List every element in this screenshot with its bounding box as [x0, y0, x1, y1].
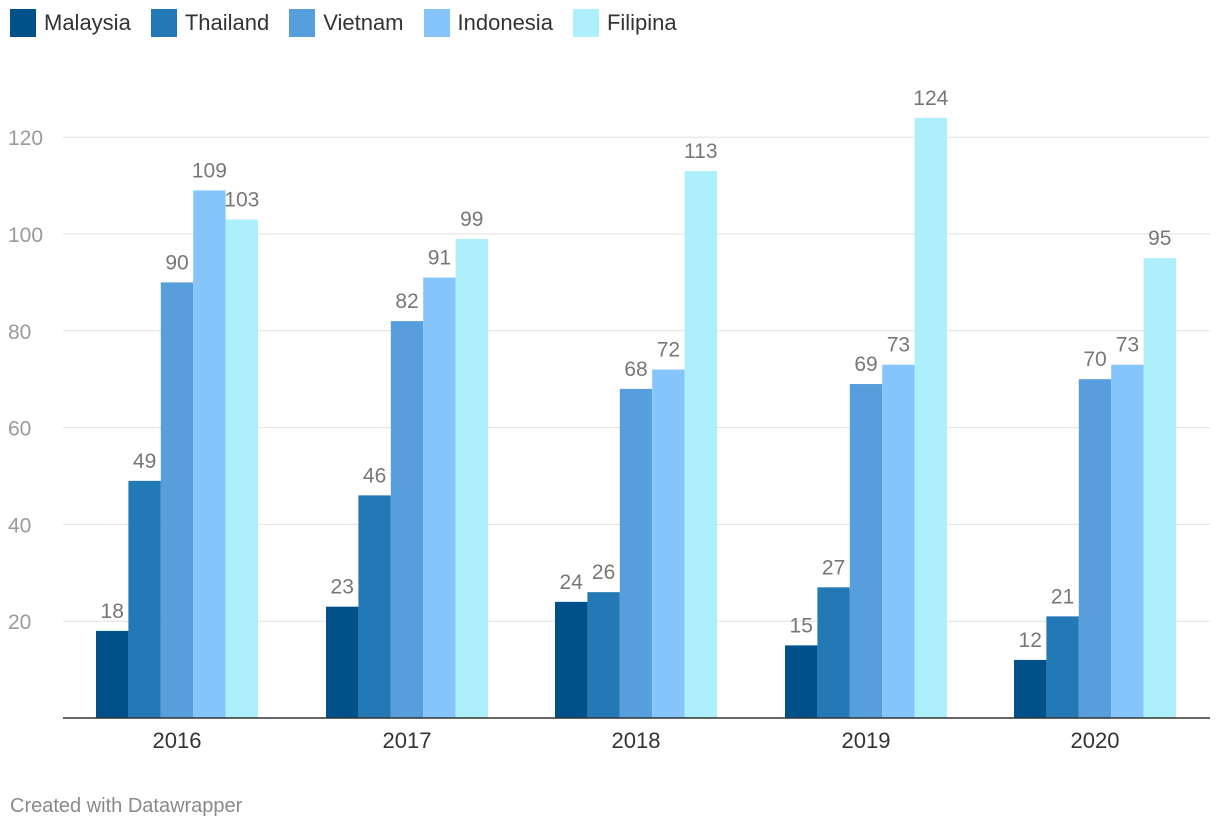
- legend-item-thailand: Thailand: [150, 9, 270, 37]
- bar: [555, 601, 588, 718]
- x-tick-label: 2017: [383, 728, 432, 753]
- y-tick-label: 60: [8, 418, 31, 441]
- data-label: 99: [460, 208, 483, 231]
- data-label: 109: [192, 159, 227, 182]
- bar: [684, 171, 717, 718]
- bar: [193, 190, 226, 718]
- x-tick-label: 2018: [612, 728, 661, 753]
- legend-swatch: [289, 9, 316, 37]
- data-label: 26: [592, 561, 615, 584]
- legend-swatch: [10, 9, 36, 37]
- legend-item-malaysia: Malaysia: [10, 9, 131, 37]
- bar: [619, 388, 653, 718]
- x-tick-label: 2019: [842, 728, 891, 753]
- x-tick-label: 2020: [1071, 728, 1120, 753]
- bar: [128, 480, 161, 718]
- legend-label: Filipina: [606, 10, 677, 35]
- data-label: 12: [1019, 629, 1042, 652]
- data-label: 73: [1116, 334, 1139, 357]
- legend: Malaysia Thailand Vietnam Indonesia Filipina: [10, 9, 697, 37]
- y-tick-label: 20: [8, 611, 31, 634]
- data-label: 70: [1083, 348, 1106, 371]
- data-label: 90: [165, 251, 188, 274]
- bar: [423, 277, 456, 718]
- data-label: 69: [854, 353, 877, 376]
- legend-label: Vietnam: [323, 10, 404, 35]
- bar: [1046, 616, 1079, 718]
- data-label: 73: [887, 334, 910, 357]
- data-label: 49: [133, 450, 156, 473]
- data-label: 72: [657, 339, 680, 362]
- bar: [914, 117, 947, 719]
- bar: [96, 630, 129, 718]
- data-label: 23: [331, 576, 354, 599]
- bar: [849, 384, 883, 718]
- bar: [1078, 379, 1112, 718]
- legend-swatch: [423, 9, 450, 37]
- y-tick-label: 120: [8, 127, 43, 150]
- x-tick-label: 2016: [153, 728, 202, 753]
- bar: [587, 592, 620, 718]
- legend-label: Thailand: [184, 10, 270, 35]
- legend-item-vietnam: Vietnam: [289, 9, 404, 37]
- data-label: 68: [624, 358, 647, 381]
- y-tick-label: 80: [8, 321, 31, 344]
- data-label: 21: [1051, 585, 1074, 608]
- data-label: 15: [790, 614, 813, 637]
- data-label: 103: [224, 188, 259, 211]
- legend-swatch: [150, 9, 177, 37]
- data-label: 24: [560, 571, 584, 594]
- bar: [882, 364, 915, 718]
- bar: [455, 238, 488, 718]
- legend-label: Malaysia: [44, 10, 131, 35]
- bar: [785, 645, 818, 718]
- legend-item-filipina: Filipina: [572, 9, 677, 37]
- data-label: 91: [428, 247, 451, 270]
- y-tick-label: 40: [8, 514, 31, 537]
- data-label: 27: [822, 556, 845, 579]
- bar: [225, 219, 258, 719]
- data-label: 95: [1148, 227, 1171, 250]
- bar: [358, 495, 391, 718]
- data-label: 18: [101, 600, 124, 623]
- bar: [1111, 364, 1144, 718]
- bar: [160, 282, 194, 718]
- credit-text: Created with Datawrapper: [10, 795, 243, 817]
- bar: [1014, 659, 1047, 718]
- data-label: 46: [363, 464, 386, 487]
- data-label: 124: [913, 87, 948, 110]
- bar: [817, 587, 850, 718]
- bar: [652, 369, 685, 718]
- data-label: 113: [684, 140, 717, 163]
- legend-item-indonesia: Indonesia: [423, 9, 553, 37]
- bar: [390, 321, 424, 718]
- bar: [1143, 258, 1176, 718]
- data-label: 82: [395, 290, 418, 313]
- legend-swatch: [572, 9, 599, 37]
- bar: [326, 606, 359, 718]
- y-tick-label: 100: [8, 224, 43, 247]
- legend-label: Indonesia: [457, 10, 553, 35]
